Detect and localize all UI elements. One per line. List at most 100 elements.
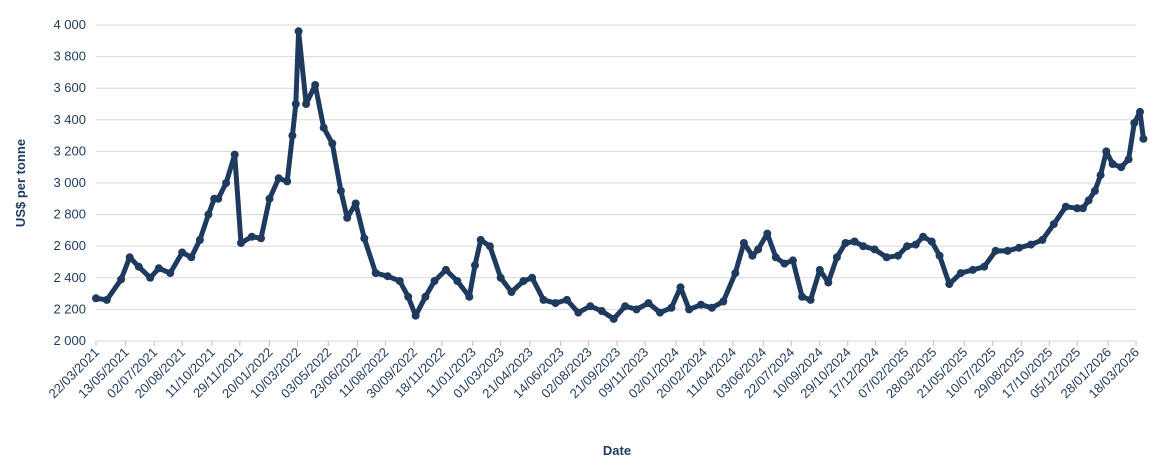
x-axis-ticks: 22/03/202113/05/202102/07/202120/08/2021…	[45, 341, 1142, 401]
y-tick-label: 3 200	[53, 143, 86, 158]
data-point	[911, 240, 920, 249]
data-point	[903, 242, 912, 251]
data-point	[311, 81, 320, 89]
data-point	[336, 186, 345, 195]
data-point	[1139, 134, 1148, 143]
data-point	[1061, 202, 1070, 211]
data-point	[870, 245, 879, 254]
data-point	[754, 245, 763, 254]
data-point	[496, 273, 505, 282]
data-point	[1078, 204, 1087, 213]
data-point	[644, 299, 653, 308]
data-point	[788, 256, 797, 265]
data-point	[187, 253, 196, 262]
data-point	[222, 179, 231, 187]
y-tick-label: 2 400	[53, 270, 86, 285]
data-point	[453, 277, 462, 285]
data-point	[621, 302, 630, 311]
data-point	[125, 253, 134, 262]
data-point	[859, 242, 868, 251]
data-point	[485, 242, 494, 251]
y-tick-label: 3 400	[53, 112, 86, 127]
data-point	[421, 292, 430, 301]
data-point	[230, 150, 239, 159]
data-point	[1038, 235, 1047, 244]
data-point	[956, 269, 965, 278]
data-point	[1084, 196, 1093, 205]
data-point	[707, 303, 716, 312]
data-point	[1027, 240, 1035, 249]
data-point	[676, 283, 685, 292]
data-point	[146, 273, 155, 282]
data-point	[351, 199, 360, 208]
data-point	[824, 278, 833, 287]
y-tick-label: 4 000	[53, 17, 86, 32]
y-tick-label: 3 600	[53, 80, 86, 95]
data-point	[1124, 155, 1133, 164]
data-point	[411, 311, 420, 320]
data-point	[806, 295, 815, 304]
data-point	[586, 302, 595, 311]
data-point	[798, 292, 807, 301]
data-point	[739, 239, 748, 247]
series-price	[92, 27, 1148, 323]
data-point	[1096, 171, 1105, 180]
data-point	[441, 265, 450, 274]
y-tick-label: 3 000	[53, 175, 86, 190]
data-point	[283, 177, 292, 186]
data-point	[832, 253, 841, 262]
data-point	[1073, 204, 1082, 213]
data-point	[291, 100, 300, 108]
y-tick-label: 2 800	[53, 207, 86, 222]
data-point	[1117, 163, 1126, 172]
data-point	[935, 251, 944, 260]
data-point	[656, 308, 664, 317]
data-point	[574, 308, 583, 317]
data-point	[763, 229, 772, 238]
data-point	[980, 262, 989, 271]
data-point	[328, 139, 337, 148]
y-axis-title: US$ per tonne	[13, 139, 28, 227]
data-point	[204, 210, 213, 219]
data-point	[841, 239, 850, 247]
data-point	[247, 232, 256, 241]
data-point	[748, 251, 757, 260]
data-point	[476, 235, 485, 244]
data-point	[731, 269, 740, 278]
data-point	[609, 314, 618, 323]
data-point	[404, 292, 413, 301]
data-point	[343, 213, 352, 222]
data-point	[237, 239, 245, 247]
data-point	[719, 297, 728, 306]
series-line	[95, 28, 1146, 322]
data-point	[519, 277, 528, 285]
gridlines	[96, 24, 1136, 342]
data-point	[134, 262, 143, 271]
data-point	[919, 232, 928, 241]
data-point	[894, 251, 902, 260]
data-point	[685, 305, 694, 314]
data-point	[991, 246, 1000, 255]
data-point	[850, 237, 859, 246]
y-axis-ticks: 2 000 2 200 2 400 2 600 2 800 3 000 3 200 3 400…	[53, 17, 86, 348]
data-point	[927, 237, 936, 246]
data-point	[1003, 246, 1012, 255]
data-point	[1102, 147, 1111, 156]
data-point	[178, 248, 187, 257]
data-point	[597, 307, 606, 315]
data-point	[288, 131, 297, 140]
y-tick-label: 3 800	[53, 49, 86, 64]
data-point	[430, 277, 439, 285]
data-point	[371, 269, 380, 278]
y-tick-label: 2 600	[53, 238, 86, 253]
data-point	[667, 303, 676, 312]
data-point	[562, 295, 571, 304]
data-point	[1015, 243, 1023, 252]
data-point	[882, 253, 891, 262]
data-point	[465, 292, 474, 301]
y-tick-label: 2 000	[53, 333, 86, 348]
data-point	[294, 27, 303, 36]
data-point	[102, 295, 111, 304]
data-point	[1108, 160, 1117, 168]
x-axis-title: Date	[603, 443, 631, 458]
